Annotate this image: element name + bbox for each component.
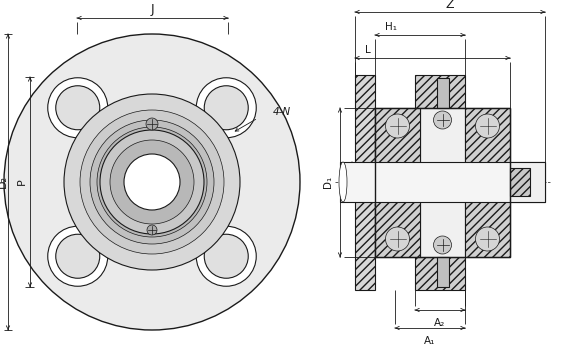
Circle shape [110,140,194,224]
Bar [465,108,510,257]
Text: B: B [439,213,445,223]
Circle shape [475,227,500,251]
Text: A₁: A₁ [424,336,436,346]
Circle shape [385,227,409,251]
Bar [340,162,545,202]
Text: Z: Z [446,0,454,12]
Bar [375,108,510,257]
Circle shape [100,130,204,234]
Bar [355,75,375,290]
Circle shape [147,225,157,235]
Bar [415,257,465,290]
Text: L: L [365,45,371,55]
Circle shape [56,86,100,130]
Circle shape [196,78,256,138]
Circle shape [385,114,409,138]
Text: d: d [338,177,345,187]
Circle shape [56,234,100,278]
Circle shape [48,226,108,286]
Ellipse shape [339,162,347,202]
Text: 4-N: 4-N [273,107,291,117]
Circle shape [204,86,248,130]
Text: D₁: D₁ [323,176,333,188]
Circle shape [204,234,248,278]
Bar [375,108,420,257]
Circle shape [97,127,207,237]
Circle shape [90,120,214,244]
Text: P: P [17,179,27,185]
Bar [436,257,448,287]
Circle shape [4,34,300,330]
Bar [375,108,510,257]
Circle shape [124,154,180,210]
Circle shape [434,111,452,129]
Circle shape [434,236,452,254]
Text: A₂: A₂ [434,318,445,328]
Circle shape [48,78,108,138]
Circle shape [146,118,158,130]
Circle shape [196,226,256,286]
Bar [415,75,465,108]
Bar [436,78,448,108]
Text: S: S [417,143,423,153]
Bar [510,168,530,196]
Circle shape [64,94,240,270]
Bar [420,108,465,257]
Bar [510,162,545,202]
Text: J: J [150,3,154,16]
Text: D₂: D₂ [0,176,8,188]
Text: H₁: H₁ [385,22,397,32]
Circle shape [475,114,500,138]
Circle shape [80,110,224,254]
